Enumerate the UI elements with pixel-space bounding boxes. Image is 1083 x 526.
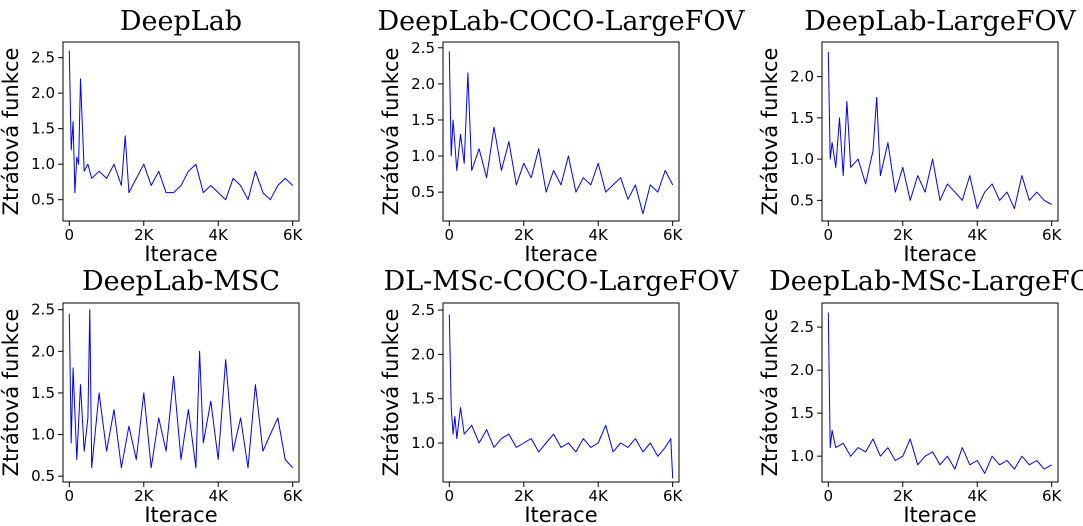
x-tick-label: 6K <box>283 226 304 244</box>
x-axis-label: Iterace <box>524 503 597 526</box>
plot-frame <box>442 41 680 222</box>
chart-panel: DeepLab-MSc-LargeFOV 0 2K 4K 6K 1.0 1.5 2.0 2.5 I… <box>758 266 1083 526</box>
chart-title: DeepLab <box>120 6 242 37</box>
x-tick-label: 0 <box>445 487 455 505</box>
y-tick-label: 2.0 <box>31 84 55 102</box>
x-axis-label: Iterace <box>903 242 976 266</box>
x-tick-label: 4K <box>968 487 989 505</box>
x-tick-label: 2K <box>134 487 155 505</box>
x-tick-label: 6K <box>1042 226 1063 244</box>
y-tick-label: 1.0 <box>411 434 435 452</box>
y-tick-label: 2.5 <box>31 301 55 319</box>
y-tick-label: 1.0 <box>790 150 814 168</box>
chart-panel: DeepLab-MSC 0 2K 4K 6K 0.5 1.0 1.5 2.0 2.5 Iterace… <box>0 266 304 526</box>
x-tick-label: 0 <box>824 487 834 505</box>
x-axis-label: Iterace <box>524 242 597 266</box>
y-tick-label: 2.5 <box>411 39 435 57</box>
x-tick-label: 4K <box>968 226 989 244</box>
y-tick-label: 2.0 <box>790 68 814 86</box>
x-tick-label: 6K <box>663 226 684 244</box>
y-tick-label: 2.5 <box>411 301 435 319</box>
y-tick-label: 2.0 <box>411 75 435 93</box>
y-tick-label: 2.0 <box>411 345 435 363</box>
x-tick-label: 6K <box>1042 487 1063 505</box>
y-tick-label: 1.5 <box>411 390 435 408</box>
y-axis-label: Ztrátová funkce <box>758 309 782 477</box>
y-tick-label: 0.5 <box>790 191 814 209</box>
chart-title: DeepLab-COCO-LargeFOV <box>377 6 745 37</box>
x-tick-label: 0 <box>445 226 455 244</box>
loss-series-line <box>448 51 674 215</box>
y-tick-label: 1.0 <box>31 426 55 444</box>
y-axis-label: Ztrátová funkce <box>0 309 23 477</box>
y-tick-label: 1.0 <box>31 155 55 173</box>
loss-series-line <box>68 309 294 469</box>
y-tick-label: 1.5 <box>31 384 55 402</box>
chart-panel: DeepLab-COCO-LargeFOV 0 2K 4K 6K 0.5 1.0 1.5 2.0… <box>377 6 745 266</box>
loss-series-line <box>68 50 294 201</box>
x-tick-label: 4K <box>589 226 610 244</box>
y-tick-label: 1.0 <box>411 147 435 165</box>
x-tick-label: 6K <box>663 487 684 505</box>
chart-title: DL-MSc-COCO-LargeFOV <box>384 266 739 297</box>
y-tick-label: 1.5 <box>411 111 435 129</box>
x-axis-label: Iterace <box>144 503 217 526</box>
y-tick-label: 0.5 <box>31 467 55 485</box>
x-tick-label: 4K <box>209 487 230 505</box>
y-tick-label: 2.0 <box>31 342 55 360</box>
y-axis-label: Ztrátová funkce <box>379 48 403 216</box>
y-tick-label: 0.5 <box>411 183 435 201</box>
plot-frame <box>821 41 1059 222</box>
chart-title: DeepLab-LargeFOV <box>804 6 1076 37</box>
x-tick-label: 2K <box>514 487 535 505</box>
y-tick-label: 2.5 <box>31 49 55 67</box>
loss-series-line <box>827 51 1052 210</box>
loss-series-line <box>448 314 674 479</box>
x-tick-label: 0 <box>65 226 75 244</box>
loss-series-line <box>827 312 1052 474</box>
y-tick-label: 2.0 <box>790 361 814 379</box>
x-axis-label: Iterace <box>144 242 217 266</box>
plot-frame <box>821 302 1059 483</box>
chart-title: DeepLab-MSC <box>82 266 280 297</box>
x-tick-label: 4K <box>209 226 230 244</box>
y-tick-label: 1.5 <box>790 109 814 127</box>
x-tick-label: 2K <box>514 226 535 244</box>
chart-panel: DeepLab 0 2K 4K 6K 0.5 1.0 1.5 2.0 2.5 Iterace Ztrá… <box>0 6 304 266</box>
y-tick-label: 2.5 <box>790 318 814 336</box>
y-tick-label: 1.5 <box>31 120 55 138</box>
x-tick-label: 6K <box>283 487 304 505</box>
x-axis-label: Iterace <box>903 503 976 526</box>
y-axis-label: Ztrátová funkce <box>379 309 403 477</box>
x-tick-label: 0 <box>65 487 75 505</box>
x-tick-label: 2K <box>893 226 914 244</box>
x-tick-label: 2K <box>134 226 155 244</box>
y-tick-label: 1.5 <box>790 404 814 422</box>
x-tick-label: 0 <box>824 226 834 244</box>
chart-panel: DL-MSc-COCO-LargeFOV 0 2K 4K 6K 1.0 1.5 2.0 2.5 I… <box>379 266 739 526</box>
y-axis-label: Ztrátová funkce <box>0 48 23 216</box>
x-tick-label: 2K <box>893 487 914 505</box>
plot-frame <box>62 41 300 222</box>
y-axis-label: Ztrátová funkce <box>758 48 782 216</box>
chart-panel: DeepLab-LargeFOV 0 2K 4K 6K 0.5 1.0 1.5 2.0 Itera… <box>758 6 1076 266</box>
y-tick-label: 0.5 <box>31 191 55 209</box>
x-tick-label: 4K <box>589 487 610 505</box>
plot-frame <box>442 302 680 483</box>
y-tick-label: 1.0 <box>790 447 814 465</box>
chart-title: DeepLab-MSc-LargeFOV <box>769 266 1083 297</box>
